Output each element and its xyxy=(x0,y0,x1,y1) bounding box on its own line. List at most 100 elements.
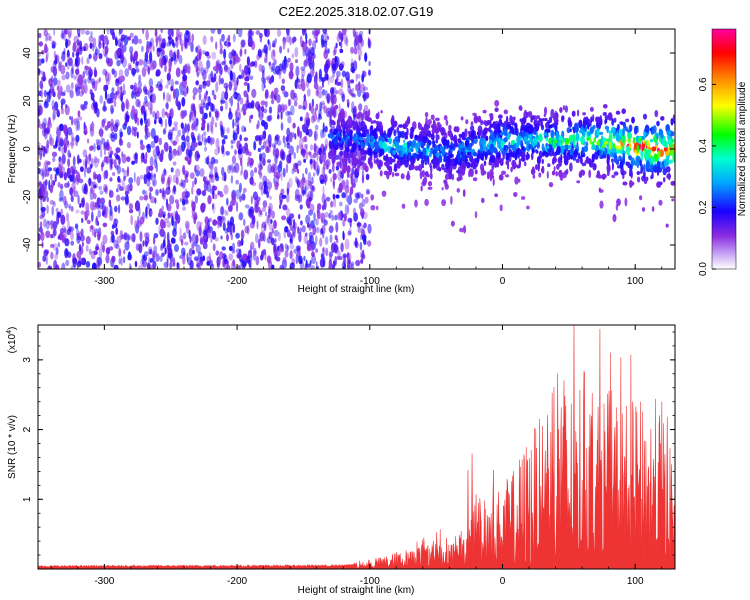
noise-cell xyxy=(317,90,323,99)
noise-cell xyxy=(204,51,210,57)
noise-cell xyxy=(83,101,88,106)
noise-cell xyxy=(235,232,240,239)
noise-cell xyxy=(118,86,121,94)
noise-cell xyxy=(88,36,94,43)
signal-cell xyxy=(601,173,606,180)
noise-cell xyxy=(63,144,67,154)
noise-cell xyxy=(129,46,134,54)
noise-cell xyxy=(149,86,154,93)
signal-cell xyxy=(613,154,618,164)
noise-cell xyxy=(325,73,329,81)
noise-cell xyxy=(90,250,96,260)
y-tick-label: 40 xyxy=(22,47,33,59)
noise-cell xyxy=(309,154,314,159)
noise-cell xyxy=(240,39,246,48)
signal-cell xyxy=(592,114,595,122)
signal-cell xyxy=(486,120,491,126)
noise-cell xyxy=(368,60,371,67)
noise-cell xyxy=(51,40,56,46)
noise-cell xyxy=(275,65,280,75)
noise-cell xyxy=(260,145,265,150)
noise-cell xyxy=(359,241,363,251)
noise-cell xyxy=(90,92,95,101)
noise-cell xyxy=(240,164,244,175)
noise-cell xyxy=(286,181,290,192)
noise-cell xyxy=(71,131,74,141)
signal-cell xyxy=(420,141,425,149)
noise-cell xyxy=(189,235,192,244)
noise-cell xyxy=(51,179,54,189)
noise-cell xyxy=(38,105,43,116)
noise-cell xyxy=(122,123,127,130)
y-tick-label: 20 xyxy=(22,95,33,107)
noise-cell xyxy=(360,83,366,94)
signal-cell xyxy=(552,170,556,176)
noise-cell xyxy=(39,221,43,229)
noise-cell xyxy=(52,156,56,162)
noise-cell xyxy=(118,257,122,265)
noise-cell xyxy=(267,39,270,45)
noise-cell xyxy=(261,221,267,229)
noise-cell xyxy=(144,232,148,239)
noise-cell xyxy=(286,33,291,43)
noise-cell xyxy=(330,87,335,95)
noise-cell xyxy=(85,261,91,268)
signal-cell xyxy=(571,110,576,117)
noise-cell xyxy=(233,87,237,95)
signal-cell xyxy=(381,150,385,156)
noise-cell xyxy=(285,163,289,174)
noise-cell xyxy=(182,232,187,240)
noise-cell xyxy=(149,264,152,269)
noise-cell xyxy=(113,264,119,269)
noise-cell xyxy=(51,88,55,94)
noise-cell xyxy=(150,141,156,149)
noise-cell xyxy=(324,160,330,167)
signal-cell xyxy=(373,120,377,124)
signal-cell xyxy=(574,125,579,133)
noise-cell xyxy=(276,29,282,37)
signal-cell xyxy=(432,148,437,155)
noise-cell xyxy=(333,197,337,208)
noise-cell xyxy=(208,179,211,186)
signal-cell xyxy=(576,141,579,151)
signal-cell xyxy=(622,181,628,186)
signal-cell xyxy=(584,160,587,166)
signal-cell xyxy=(391,171,395,178)
noise-cell xyxy=(240,229,245,240)
noise-cell xyxy=(191,112,195,121)
signal-cell xyxy=(464,154,470,159)
signal-cell xyxy=(583,120,586,129)
noise-cell xyxy=(186,252,189,262)
noise-cell xyxy=(277,231,281,242)
noise-cell xyxy=(144,127,149,133)
noise-cell xyxy=(104,52,108,58)
noise-cell xyxy=(258,134,264,141)
signal-cell xyxy=(332,121,336,126)
noise-cell xyxy=(201,190,207,197)
noise-cell xyxy=(102,244,105,253)
signal-cell xyxy=(474,211,478,219)
noise-cell xyxy=(81,257,87,266)
signal-cell xyxy=(450,195,453,205)
signal-cell xyxy=(445,161,450,170)
noise-cell xyxy=(279,264,284,269)
signal-cell xyxy=(347,138,352,147)
noise-cell xyxy=(338,41,341,47)
noise-cell xyxy=(215,62,221,72)
noise-cell xyxy=(159,228,165,238)
signal-cell xyxy=(639,159,642,167)
signal-cell xyxy=(489,119,492,125)
noise-cell xyxy=(329,234,333,243)
signal-cell xyxy=(370,141,374,150)
signal-cell xyxy=(464,140,469,148)
noise-cell xyxy=(240,170,243,176)
noise-cell xyxy=(101,119,105,128)
noise-cell xyxy=(262,108,268,114)
noise-cell xyxy=(314,124,319,131)
noise-cell xyxy=(45,54,48,63)
signal-cell xyxy=(454,127,458,132)
noise-cell xyxy=(316,226,320,234)
noise-cell xyxy=(192,94,196,101)
noise-cell xyxy=(238,182,242,193)
